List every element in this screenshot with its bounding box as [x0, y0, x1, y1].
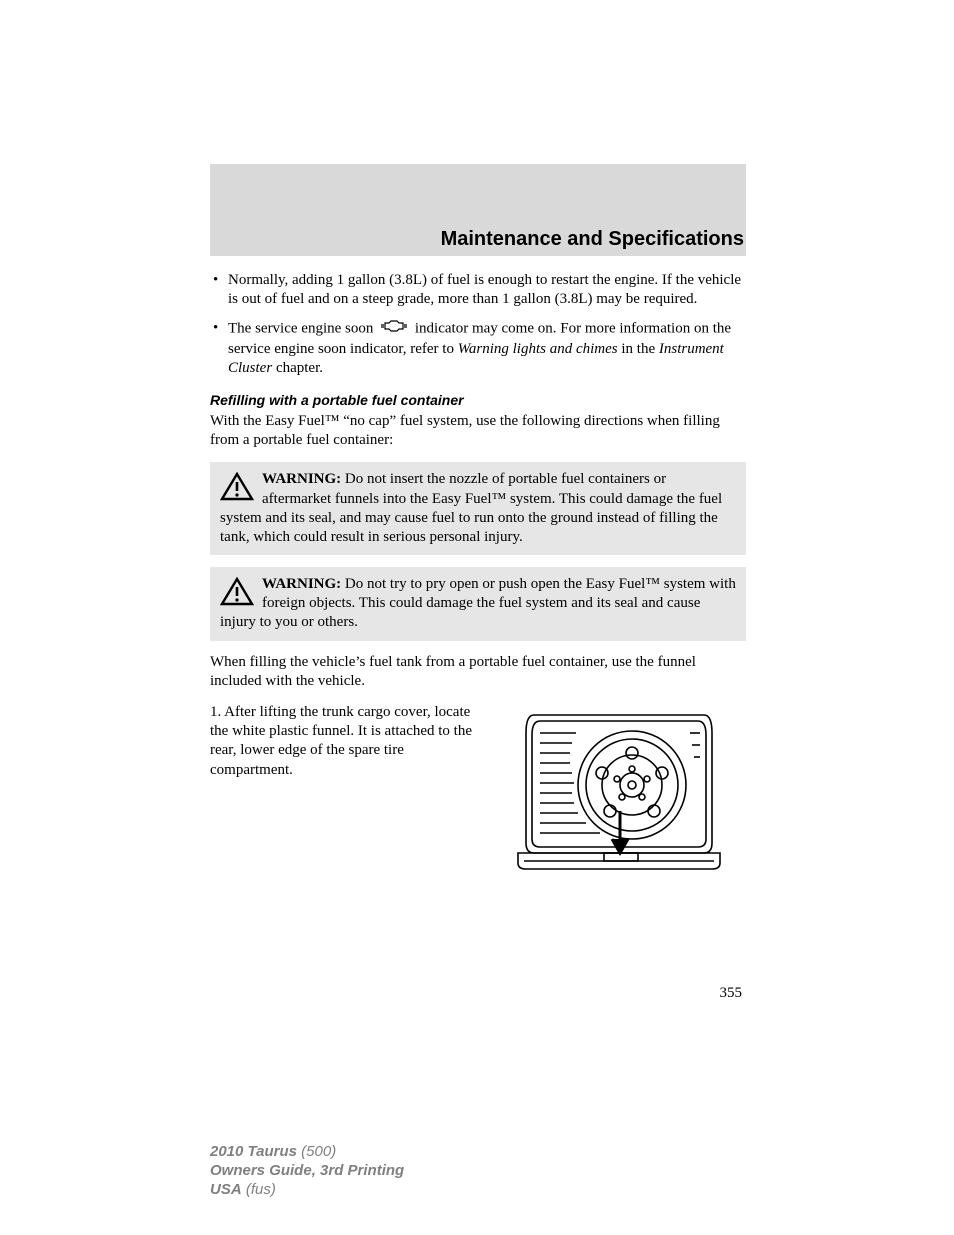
- footer-line-3: USA (fus): [210, 1181, 404, 1200]
- warning-label: WARNING:: [262, 576, 341, 592]
- footer-line-1: 2010 Taurus (500): [210, 1143, 404, 1162]
- warning-triangle-icon: [220, 472, 254, 508]
- section-heading: Maintenance and Specifications: [210, 228, 746, 251]
- bullet-pre-icon-text: The service engine soon: [228, 321, 373, 337]
- footer-code: (500): [297, 1143, 336, 1160]
- bullet-list: Normally, adding 1 gallon (3.8L) of fuel…: [210, 271, 746, 378]
- bullet-italic-a: Warning lights and chimes: [458, 341, 618, 357]
- footer-line-2: Owners Guide, 3rd Printing: [210, 1162, 404, 1181]
- after-warnings-paragraph: When filling the vehicle’s fuel tank fro…: [210, 653, 746, 691]
- page-number: 355: [720, 985, 743, 1002]
- footer-region: USA: [210, 1181, 242, 1198]
- spare-tire-illustration: [504, 703, 734, 883]
- intro-paragraph: With the Easy Fuel™ “no cap” fuel system…: [210, 412, 746, 450]
- warning-box: WARNING: Do not try to pry open or push …: [210, 567, 746, 641]
- warning-box: WARNING: Do not insert the nozzle of por…: [210, 462, 746, 555]
- bullet-text: Normally, adding 1 gallon (3.8L) of fuel…: [228, 272, 741, 307]
- bullet-middle-text: in the: [618, 341, 659, 357]
- bullet-tail-text: chapter.: [272, 360, 323, 376]
- footer-model: 2010 Taurus: [210, 1143, 297, 1160]
- warning-triangle-icon: [220, 577, 254, 613]
- page-content: Maintenance and Specifications Normally,…: [210, 228, 746, 883]
- step-text: 1. After lifting the trunk cargo cover, …: [210, 703, 480, 780]
- step-row: 1. After lifting the trunk cargo cover, …: [210, 703, 746, 883]
- footer-region-code: (fus): [242, 1181, 276, 1198]
- engine-icon: [379, 319, 409, 339]
- footer: 2010 Taurus (500) Owners Guide, 3rd Prin…: [210, 1143, 404, 1199]
- warning-label: WARNING:: [262, 471, 341, 487]
- bullet-item: The service engine soon indicator may co…: [210, 319, 746, 378]
- bullet-item: Normally, adding 1 gallon (3.8L) of fuel…: [210, 271, 746, 309]
- subheading: Refilling with a portable fuel container: [210, 392, 746, 408]
